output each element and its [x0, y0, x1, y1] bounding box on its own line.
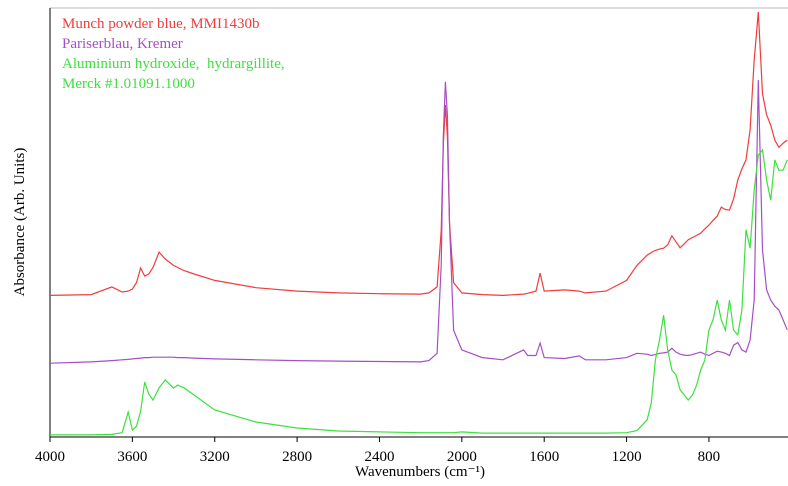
- spectrum-line: [50, 148, 788, 436]
- x-tick-label: 1200: [612, 449, 642, 465]
- x-tick-label: 3600: [117, 449, 147, 465]
- x-tick-label: 800: [698, 449, 721, 465]
- x-axis-title: Wavenumbers (cm⁻¹): [355, 464, 485, 480]
- legend-entry: Munch powder blue, MMI1430b: [62, 16, 260, 32]
- x-tick-label: 2400: [364, 449, 394, 465]
- x-tick-label: 2000: [447, 449, 477, 465]
- x-tick-label: 4000: [35, 449, 65, 465]
- x-tick-label: 2800: [282, 449, 312, 465]
- y-axis-title: Absorbance (Arb. Units): [12, 148, 28, 297]
- legend-entry: Pariserblau, Kremer: [62, 36, 183, 52]
- legend: Munch powder blue, MMI1430b Pariserblau, …: [62, 14, 324, 94]
- x-tick-label: 1600: [529, 449, 559, 465]
- legend-entry: Aluminium hydroxide, hydrargillite, Merc…: [62, 56, 289, 92]
- x-tick-label: 3200: [200, 449, 230, 465]
- spectrum-line: [49, 80, 788, 364]
- spectrum-line: [49, 11, 788, 297]
